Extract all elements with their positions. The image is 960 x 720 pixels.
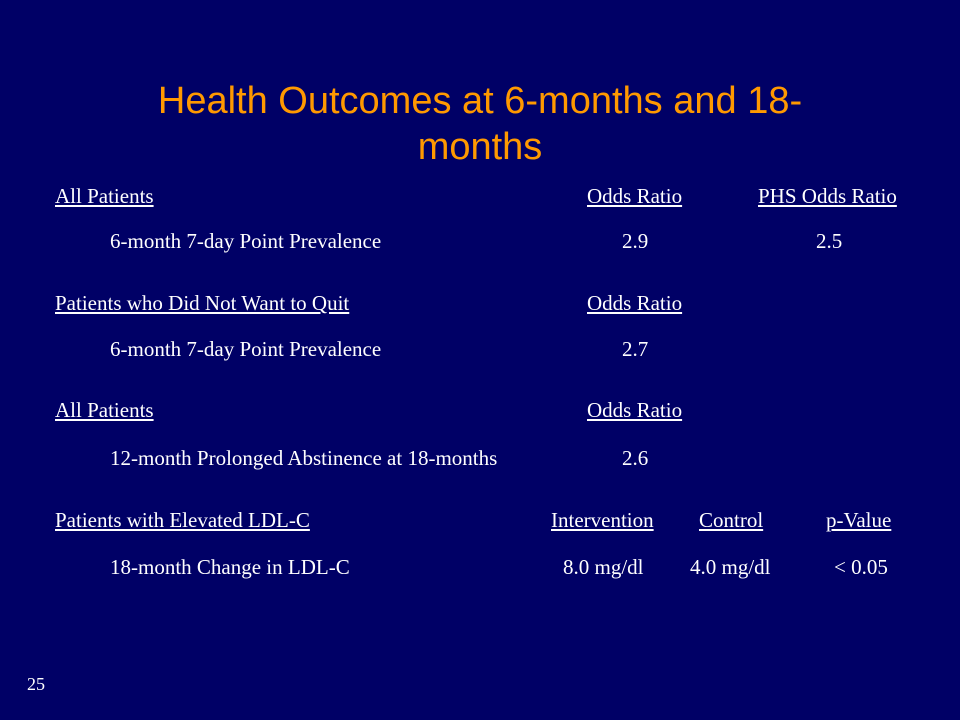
column-header-control: Control: [699, 508, 764, 532]
section-header: Patients with Elevated LDL-C: [55, 508, 310, 532]
row-label: 12-month Prolonged Abstinence at 18-mont…: [110, 446, 498, 470]
section-header: Patients who Did Not Want to Quit: [55, 291, 350, 315]
value-control: 4.0 mg/dl: [690, 555, 771, 579]
row-label: 6-month 7-day Point Prevalence: [110, 229, 382, 253]
section-header: All Patients: [55, 184, 154, 208]
value-p-value: < 0.05: [834, 555, 888, 579]
value-odds-ratio: 2.7: [622, 337, 649, 361]
value-odds-ratio: 2.9: [622, 229, 649, 253]
column-header-intervention: Intervention: [551, 508, 654, 532]
row-label: 6-month 7-day Point Prevalence: [110, 337, 382, 361]
column-header-odds-ratio: Odds Ratio: [587, 398, 683, 422]
column-header-odds-ratio: Odds Ratio: [587, 291, 683, 315]
value-phs-odds-ratio: 2.5: [816, 229, 843, 253]
title-line-2: months: [417, 126, 543, 168]
section-header: All Patients: [55, 398, 154, 422]
row-label: 18-month Change in LDL-C: [110, 555, 350, 579]
slide-number: 25: [27, 674, 45, 694]
value-intervention: 8.0 mg/dl: [563, 555, 644, 579]
column-header-odds-ratio: Odds Ratio: [587, 184, 683, 208]
title-line-1: Health Outcomes at 6-months and 18-: [157, 80, 803, 122]
value-odds-ratio: 2.6: [622, 446, 649, 470]
column-header-p-value: p-Value: [826, 508, 892, 532]
slide-title: Health Outcomes at 6-months and 18- mont…: [60, 78, 900, 170]
column-header-phs-odds-ratio: PHS Odds Ratio: [758, 184, 897, 208]
